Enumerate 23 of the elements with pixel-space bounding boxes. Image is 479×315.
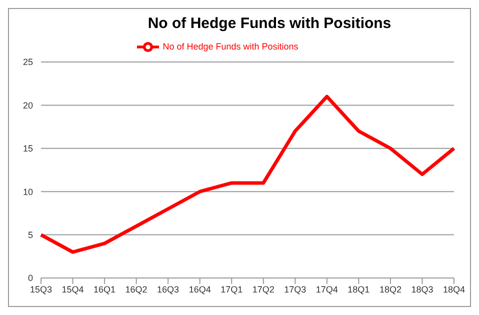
x-tick-label: 18Q3 xyxy=(411,284,434,294)
x-tick-label: 17Q1 xyxy=(220,284,243,294)
y-tick-label: 15 xyxy=(22,144,33,154)
x-tick-label: 18Q2 xyxy=(379,284,402,294)
chart-title: No of Hedge Funds with Positions xyxy=(146,14,392,32)
x-tick-label: 18Q4 xyxy=(442,284,466,294)
x-tick-label: 16Q4 xyxy=(188,284,211,294)
x-tick-label: 16Q1 xyxy=(94,284,116,294)
y-tick-label: 20 xyxy=(22,100,33,110)
y-tick-label: 10 xyxy=(22,186,33,197)
x-tick-label: 17Q3 xyxy=(284,284,306,294)
x-tick-label: 16Q3 xyxy=(157,284,180,294)
y-tick-label: 0 xyxy=(28,273,33,284)
x-tick-label: 16Q2 xyxy=(125,284,148,294)
x-tick-label: 17Q4 xyxy=(316,284,338,294)
y-tick-label: 5 xyxy=(28,230,33,240)
x-tick-label: 17Q2 xyxy=(252,284,274,294)
x-tick-label: 18Q1 xyxy=(348,284,370,294)
x-tick-label: 15Q3 xyxy=(30,284,52,294)
line-series xyxy=(39,94,456,254)
legend-label: No of Hedge Funds with Positions xyxy=(162,41,298,52)
x-tick-label: 15Q4 xyxy=(62,284,84,294)
y-tick-label: 25 xyxy=(22,57,33,68)
